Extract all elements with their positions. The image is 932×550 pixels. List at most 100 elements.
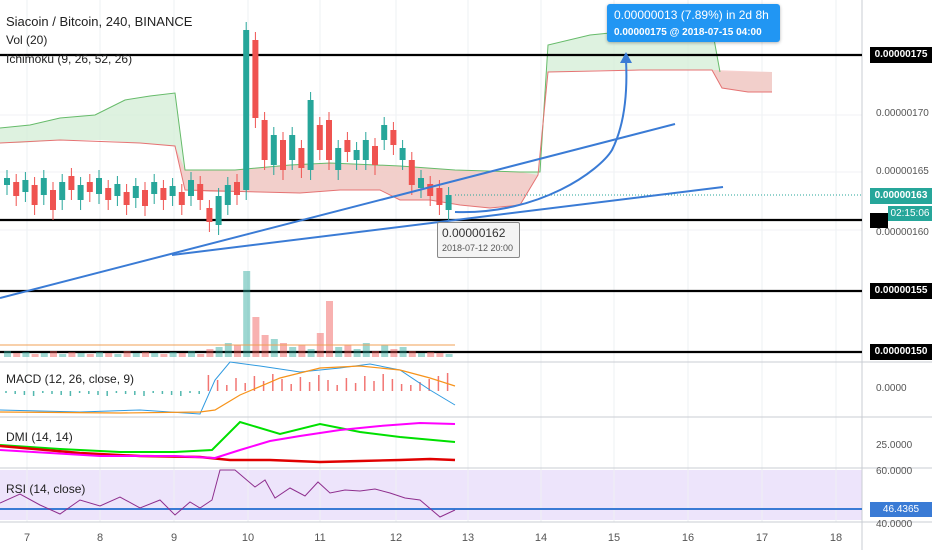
volume-bar: [280, 343, 287, 357]
candle-body: [344, 140, 351, 152]
candle-body: [390, 130, 397, 145]
candle-body: [13, 182, 20, 196]
candlesticks: [4, 22, 452, 235]
level-label-160-stub: [870, 213, 888, 228]
level-label-155: 0.00000155: [870, 283, 932, 299]
volume-bar: [132, 353, 140, 357]
candle-body: [353, 150, 360, 160]
volume-bar: [353, 349, 361, 357]
target-tooltip[interactable]: 0.00000013 (7.89%) in 2d 8h 0.00000175 @…: [607, 4, 780, 42]
time-tick-label: 10: [242, 532, 254, 544]
volume-bar: [31, 354, 39, 357]
volume-bar: [390, 349, 398, 357]
level-label-150: 0.00000150: [870, 344, 932, 360]
volume-bar: [151, 353, 159, 357]
macd-signal-line: [0, 365, 456, 414]
time-tick-label: 7: [24, 532, 30, 544]
candle-body: [335, 148, 342, 170]
candle-countdown: 02:15:06: [888, 206, 932, 221]
time-tick-label: 15: [608, 532, 620, 544]
low-price: 0.00000162: [442, 226, 506, 240]
price-tick-160: 0.00000160: [876, 227, 929, 238]
volume-bar: [68, 352, 76, 357]
candle-body: [178, 192, 185, 205]
macd-label[interactable]: MACD (12, 26, close, 9): [6, 372, 135, 386]
trendline-upper: [0, 123, 676, 299]
candle-body: [188, 180, 194, 196]
volume-bar: [123, 351, 131, 357]
volume-bar: [197, 354, 205, 357]
volume-bar: [142, 352, 149, 357]
chart-header: Siacoin / Bitcoin, 240, BINANCE Vol (20)…: [6, 12, 192, 69]
candle-body: [59, 182, 66, 200]
time-tick-label: 16: [682, 532, 694, 544]
volume-bar: [206, 349, 214, 357]
volume-bar: [436, 353, 444, 357]
volume-bar: [289, 347, 297, 357]
volume-bar: [188, 351, 195, 357]
projection-curve: [454, 59, 628, 214]
candle-body: [123, 192, 130, 205]
trendlines: [0, 59, 724, 299]
volume-bar: [114, 354, 122, 357]
candle-body: [381, 125, 388, 140]
candle-body: [234, 182, 240, 195]
rsi-tick-40: 40.0000: [876, 519, 913, 530]
candle-body: [418, 178, 424, 188]
time-tick-label: 13: [462, 532, 474, 544]
volume-label[interactable]: Vol (20): [6, 33, 48, 47]
volume-bar: [408, 351, 416, 357]
candle-body: [399, 148, 406, 160]
candle-body: [307, 100, 314, 170]
current-price-label: 0.00000163: [870, 188, 932, 204]
dmi-label[interactable]: DMI (14, 14): [6, 430, 73, 444]
candle-body: [270, 135, 277, 165]
volume-bar: [86, 354, 94, 357]
volume-bar: [261, 335, 269, 357]
candle-body: [132, 186, 139, 198]
rsi-band: [0, 470, 862, 520]
vertical-gridlines: [26, 0, 837, 522]
volume-bar: [399, 347, 407, 357]
cloud-red-future: [712, 70, 772, 92]
symbol-title[interactable]: Siacoin / Bitcoin, 240, BINANCE: [6, 14, 193, 29]
low-tooltip[interactable]: 0.00000162 2018-07-12 20:00: [437, 222, 520, 258]
volume-bar: [169, 352, 177, 357]
rsi-label[interactable]: RSI (14, close): [6, 482, 86, 496]
candle-body: [77, 185, 84, 200]
volume-bar: [77, 353, 85, 357]
volume-bar: [50, 351, 57, 357]
price-tick-170: 0.00000170: [876, 108, 929, 119]
volume-bar: [4, 351, 11, 357]
macd-tick: 0.0000: [876, 383, 907, 394]
volume-bar: [372, 351, 379, 357]
candle-body: [96, 178, 102, 194]
volume-bar: [418, 353, 425, 357]
volume-bar: [215, 347, 223, 357]
volume-bar: [335, 347, 343, 357]
volume-bar: [160, 354, 168, 357]
candle-body: [114, 184, 121, 196]
target-change: 0.00000013 (7.89%) in 2d 8h: [614, 8, 769, 22]
time-tick-label: 9: [171, 532, 177, 544]
candle-body: [68, 176, 75, 190]
candle-body: [105, 188, 112, 200]
time-tick-label: 17: [756, 532, 768, 544]
candle-body: [261, 120, 268, 160]
rsi-line: [0, 469, 456, 518]
volume-bar: [59, 354, 67, 357]
volume-bar: [96, 352, 103, 357]
volume-bar: [22, 352, 30, 357]
volume-bar: [427, 352, 435, 357]
dmi-tick: 25.0000: [876, 440, 913, 451]
candle-body: [436, 188, 443, 205]
candle-body: [252, 40, 259, 118]
volume-bar: [105, 353, 113, 357]
volume-bar: [224, 343, 232, 357]
ichimoku-label[interactable]: Ichimoku (9, 26, 52, 26): [6, 52, 133, 66]
price-tick-165: 0.00000165: [876, 166, 929, 177]
